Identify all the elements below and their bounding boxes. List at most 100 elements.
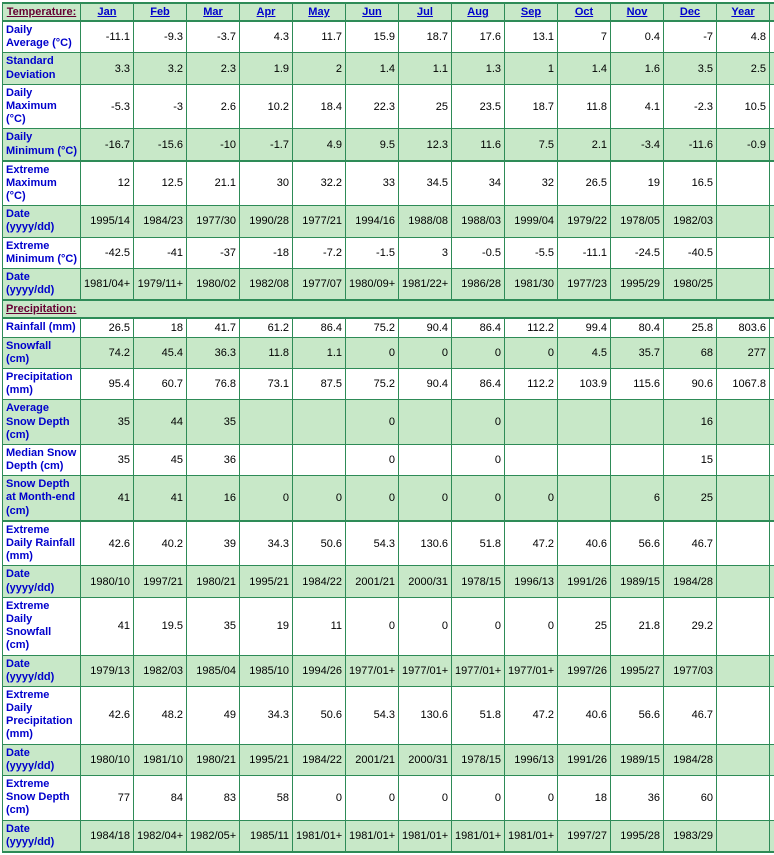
row-label-link[interactable]: Date (yyyy/dd) xyxy=(6,658,54,683)
table-row: Date (yyyy/dd)1980/101981/101980/211995/… xyxy=(3,744,774,775)
row-label: Precipitation (mm) xyxy=(3,368,81,399)
temperature-section-link[interactable]: Temperature: xyxy=(7,6,76,18)
row-label-link[interactable]: Extreme Daily Snowfall (cm) xyxy=(6,600,51,652)
cell: 1995/27 xyxy=(611,655,664,686)
cell: 1.4 xyxy=(346,53,399,84)
cell xyxy=(770,566,774,597)
row-label: Daily Maximum (°C) xyxy=(3,84,81,129)
cell: 77 xyxy=(81,776,134,821)
row-label-link[interactable]: Extreme Maximum (°C) xyxy=(6,164,57,202)
cell: 11.8 xyxy=(240,337,293,368)
cell: 1997/21 xyxy=(134,566,187,597)
cell xyxy=(770,161,774,206)
row-label-link[interactable]: Median Snow Depth (cm) xyxy=(6,447,76,472)
cell xyxy=(717,566,770,597)
cell: 60 xyxy=(664,776,717,821)
row-label-link[interactable]: Date (yyyy/dd) xyxy=(6,271,54,296)
row-label-link[interactable]: Average Snow Depth (cm) xyxy=(6,402,70,440)
col-link-may[interactable]: May xyxy=(308,6,329,18)
header-row: Temperature: Jan Feb Mar Apr May Jun Jul Aug Sep… xyxy=(3,3,774,21)
col-link-dec[interactable]: Dec xyxy=(680,6,700,18)
cell: 86.4 xyxy=(452,368,505,399)
cell: 0 xyxy=(452,400,505,445)
row-label-link[interactable]: Snowfall (cm) xyxy=(6,340,51,365)
cell: 48.2 xyxy=(134,686,187,744)
row-label-link[interactable]: Daily Minimum (°C) xyxy=(6,131,77,156)
row-label-link[interactable]: Snow Depth at Month-end (cm) xyxy=(6,478,75,516)
cell: 115.6 xyxy=(611,368,664,399)
cell: 0 xyxy=(346,776,399,821)
row-label-link[interactable]: Extreme Minimum (°C) xyxy=(6,240,77,265)
cell: 0 xyxy=(452,444,505,475)
cell: 61.2 xyxy=(240,318,293,337)
col-link-year[interactable]: Year xyxy=(731,6,754,18)
cell: 16.5 xyxy=(664,161,717,206)
cell: 2 xyxy=(293,53,346,84)
cell: 18.4 xyxy=(293,84,346,129)
precipitation-section-link[interactable]: Precipitation: xyxy=(6,303,76,315)
col-link-sep[interactable]: Sep xyxy=(521,6,541,18)
cell: 1982/08 xyxy=(240,269,293,301)
row-label: Standard Deviation xyxy=(3,53,81,84)
cell: 10.5 xyxy=(717,84,770,129)
cell: 54.3 xyxy=(346,686,399,744)
cell: 0 xyxy=(346,400,399,445)
cell: 73.1 xyxy=(240,368,293,399)
row-label-link[interactable]: Precipitation (mm) xyxy=(6,371,73,396)
cell: 1980/10 xyxy=(81,566,134,597)
cell: 35 xyxy=(81,400,134,445)
cell: 277 xyxy=(717,337,770,368)
cell: 35 xyxy=(81,444,134,475)
col-nov: Nov xyxy=(611,3,664,21)
cell: 1981/22+ xyxy=(399,269,452,301)
cell: -41 xyxy=(134,237,187,268)
col-link-jan[interactable]: Jan xyxy=(98,6,117,18)
row-label: Average Snow Depth (cm) xyxy=(3,400,81,445)
cell: 1988/08 xyxy=(399,206,452,237)
cell: 4.3 xyxy=(240,21,293,53)
row-label-link[interactable]: Extreme Snow Depth (cm) xyxy=(6,778,70,816)
cell xyxy=(770,744,774,775)
table-row: Average Snow Depth (cm)3544350016C xyxy=(3,400,774,445)
cell: 86.4 xyxy=(293,318,346,337)
cell: C xyxy=(770,476,774,521)
row-label-link[interactable]: Date (yyyy/dd) xyxy=(6,747,54,772)
row-label-link[interactable]: Date (yyyy/dd) xyxy=(6,568,54,593)
row-label-link[interactable]: Rainfall (mm) xyxy=(6,321,76,333)
row-label-link[interactable]: Date (yyyy/dd) xyxy=(6,823,54,848)
cell: 56.6 xyxy=(611,521,664,566)
col-link-mar[interactable]: Mar xyxy=(203,6,223,18)
cell xyxy=(611,444,664,475)
row-label-link[interactable]: Daily Maximum (°C) xyxy=(6,87,57,125)
cell: 16 xyxy=(187,476,240,521)
row-label-link[interactable]: Daily Average (°C) xyxy=(6,24,72,49)
row-label-link[interactable]: Extreme Daily Rainfall (mm) xyxy=(6,524,75,562)
cell xyxy=(717,686,770,744)
row-label-link[interactable]: Standard Deviation xyxy=(6,55,56,80)
table-row: Extreme Daily Precipitation (mm)42.648.2… xyxy=(3,686,774,744)
cell: 1.1 xyxy=(399,53,452,84)
cell: 36.3 xyxy=(187,337,240,368)
cell: 90.6 xyxy=(664,368,717,399)
cell: 90.4 xyxy=(399,318,452,337)
col-link-jul[interactable]: Jul xyxy=(417,6,433,18)
row-label: Extreme Daily Rainfall (mm) xyxy=(3,521,81,566)
col-jan: Jan xyxy=(81,3,134,21)
cell xyxy=(717,597,770,655)
cell: -5.3 xyxy=(81,84,134,129)
row-label-link[interactable]: Date (yyyy/dd) xyxy=(6,208,54,233)
cell: 26.5 xyxy=(558,161,611,206)
row-label: Date (yyyy/dd) xyxy=(3,655,81,686)
col-link-feb[interactable]: Feb xyxy=(150,6,170,18)
cell: 1989/15 xyxy=(611,744,664,775)
col-link-aug[interactable]: Aug xyxy=(467,6,488,18)
row-label: Rainfall (mm) xyxy=(3,318,81,337)
col-link-apr[interactable]: Apr xyxy=(257,6,276,18)
cell: 47.2 xyxy=(505,686,558,744)
col-link-oct[interactable]: Oct xyxy=(575,6,593,18)
col-link-jun[interactable]: Jun xyxy=(362,6,382,18)
cell: 23.5 xyxy=(452,84,505,129)
col-link-nov[interactable]: Nov xyxy=(627,6,648,18)
cell: 0 xyxy=(399,337,452,368)
row-label-link[interactable]: Extreme Daily Precipitation (mm) xyxy=(6,689,73,741)
